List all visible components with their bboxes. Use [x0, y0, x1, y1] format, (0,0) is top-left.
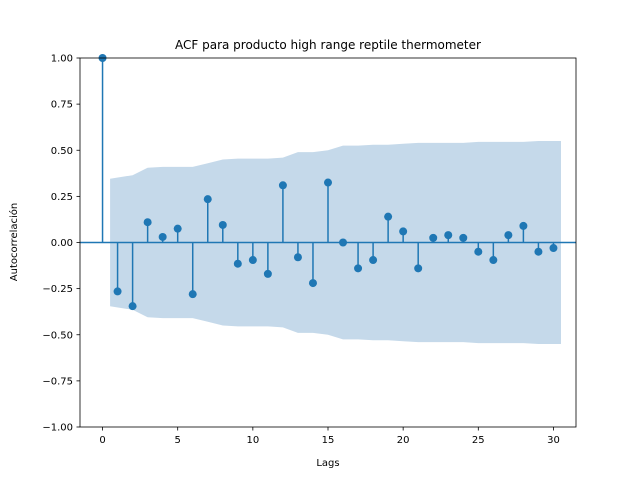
acf-point [188, 290, 197, 299]
acf-point [143, 218, 152, 227]
acf-point [218, 220, 227, 229]
acf-point [429, 233, 438, 242]
acf-point [399, 227, 408, 236]
x-tick-label: 10 [246, 435, 259, 446]
acf-point [308, 279, 317, 288]
y-tick-label: 1.00 [51, 54, 73, 65]
x-axis-label: Lags [316, 458, 339, 469]
y-tick-label: 0.25 [51, 192, 73, 203]
acf-point [444, 231, 453, 240]
acf-point [158, 232, 167, 241]
acf-point [354, 264, 363, 273]
x-tick-label: 20 [397, 435, 410, 446]
y-tick-label: 0.00 [51, 238, 73, 249]
x-tick-label: 25 [472, 435, 485, 446]
y-tick-label: 0.75 [51, 100, 73, 111]
y-tick-label: 0.50 [51, 146, 73, 157]
acf-point [248, 256, 257, 265]
acf-point [339, 238, 348, 247]
acf-point [233, 259, 242, 268]
acf-point [324, 178, 332, 187]
acf-point [414, 264, 423, 273]
acf-point [474, 247, 483, 256]
y-tick-label: −0.25 [42, 284, 73, 295]
y-tick-label: −0.50 [42, 330, 73, 341]
x-tick-label: 0 [99, 435, 105, 446]
acf-point [489, 256, 498, 265]
acf-point [278, 181, 287, 190]
chart-title: ACF para producto high range reptile the… [175, 38, 481, 52]
y-tick-label: −1.00 [42, 423, 73, 434]
acf-point [293, 253, 302, 262]
acf-point [173, 224, 182, 233]
acf-point [534, 247, 543, 256]
x-tick-label: 5 [175, 435, 181, 446]
x-tick-label: 30 [547, 435, 560, 446]
x-tick-label: 15 [322, 435, 335, 446]
acf-point [369, 256, 378, 265]
y-tick-label: −0.75 [42, 376, 73, 387]
acf-point [113, 287, 122, 296]
acf-point [384, 212, 393, 221]
acf-point [263, 269, 272, 278]
stems-layer [98, 54, 558, 311]
x-ticks: 0 5 10 15 20 25 30 [99, 427, 560, 446]
y-ticks: −1.00 −0.75 −0.50 −0.25 0.00 0.25 0.50 0.75 1.00 [42, 54, 80, 434]
acf-point [203, 195, 212, 204]
acf-point [519, 221, 528, 230]
y-axis-label: Autocorrelación [8, 203, 20, 281]
acf-point [549, 244, 558, 253]
acf-point [504, 231, 513, 240]
acf-point [128, 302, 137, 311]
acf-point [459, 233, 468, 242]
